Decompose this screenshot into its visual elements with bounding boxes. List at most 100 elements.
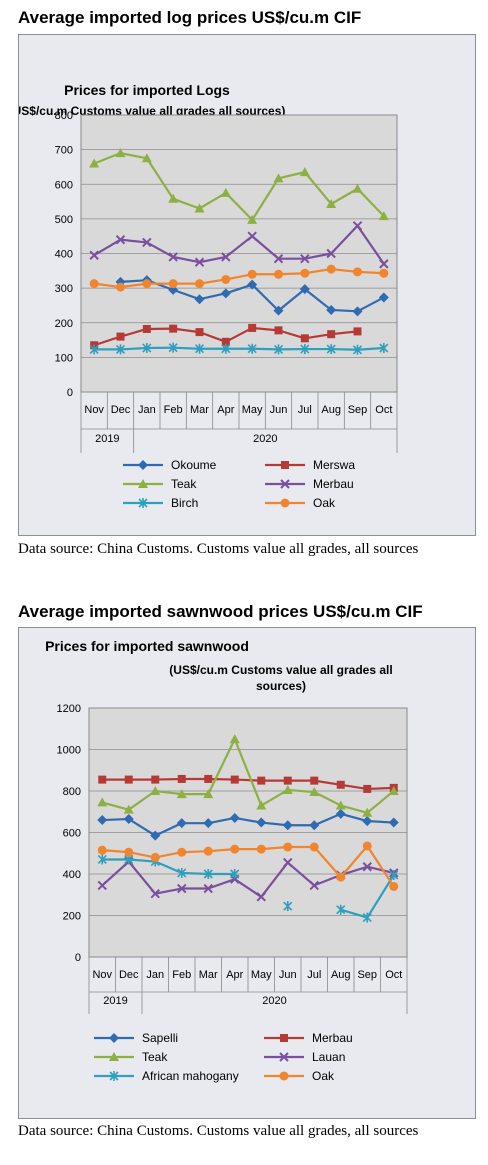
series-point-lauan: [309, 880, 319, 891]
y-tick-label: 600: [63, 828, 81, 840]
legend-marker-merbau: [280, 479, 290, 489]
series-point-teak: [309, 787, 320, 797]
x-tick-label: Apr: [226, 969, 243, 981]
series-point-oak: [203, 846, 213, 856]
series-point-oak: [195, 279, 204, 289]
legend-label-okoume: Okoume: [171, 458, 217, 472]
series-point-birch: [326, 344, 336, 355]
series-point-merbau: [283, 776, 292, 785]
y-tick-label: 1200: [57, 703, 81, 715]
series-point-merbau: [221, 252, 231, 262]
series-point-merswa: [195, 328, 204, 337]
series-point-birch: [89, 344, 99, 355]
series-point-lauan: [177, 883, 187, 894]
year-label: 2020: [262, 995, 286, 1007]
x-tick-label: Aug: [321, 404, 341, 416]
series-point-merswa: [169, 324, 178, 333]
y-tick-label: 500: [55, 214, 73, 226]
y-tick-label: 700: [55, 145, 73, 157]
series-point-merswa: [274, 326, 283, 335]
series-point-merbau: [230, 775, 239, 784]
series-point-oak: [221, 274, 231, 284]
x-tick-label: Jul: [307, 969, 321, 981]
y-tick-label: 200: [63, 911, 81, 923]
series-line-birch: [94, 346, 384, 351]
series-point-sapelli: [282, 820, 293, 831]
series-point-merbau: [142, 237, 152, 248]
series-point-teak: [97, 797, 108, 807]
y-tick-label: 400: [55, 249, 73, 261]
legend-marker-teak: [109, 1052, 119, 1061]
series-point-oak: [89, 279, 99, 289]
series-line-sapelli: [102, 812, 394, 837]
legend-marker-african-mahogany: [109, 1071, 119, 1081]
y-tick-label: 400: [63, 869, 81, 881]
series-point-merswa: [353, 327, 362, 336]
series-point-merbau: [352, 221, 363, 231]
series-line-merbau: [93, 224, 385, 265]
legend-label-merbau: Merbau: [312, 1031, 353, 1045]
y-tick-label: 200: [55, 318, 73, 330]
series-point-merswa: [221, 337, 230, 346]
series-line-teak: [93, 151, 385, 222]
year-label: 2019: [103, 995, 127, 1007]
series-point-teak: [273, 173, 284, 183]
series-point-merswa: [248, 323, 257, 332]
series-line-african-mahogany: [102, 858, 235, 876]
series-point-birch: [247, 343, 257, 354]
series-point-merbau: [151, 775, 160, 784]
series-point-african-mahogany: [283, 901, 293, 912]
series-point-merswa: [142, 324, 151, 333]
series-point-african-mahogany: [203, 869, 213, 879]
logs-price-chart: Prices for imported Logs(US$/cu.m Custom…: [9, 82, 398, 510]
series-point-oak: [168, 279, 178, 289]
x-tick-label: Jan: [138, 404, 156, 416]
legend-marker-birch: [138, 498, 148, 508]
series-point-merbau: [204, 774, 213, 783]
series-point-oak: [300, 268, 310, 278]
series-point-oak: [274, 269, 283, 279]
series-point-sapelli: [176, 818, 187, 829]
series-point-merbau: [168, 252, 178, 262]
series-point-oak: [309, 842, 319, 852]
series-point-birch: [221, 343, 231, 354]
legend-label-african-mahogany: African mahogany: [142, 1069, 239, 1083]
series-point-oak: [97, 845, 107, 855]
series-point-lauan: [203, 883, 213, 894]
legend-marker-okoume: [138, 460, 148, 470]
series-point-teak: [352, 183, 363, 193]
series-point-teak: [247, 214, 258, 224]
series-point-merbau: [98, 775, 107, 784]
series-point-oak: [256, 844, 266, 854]
series-point-okoume: [115, 276, 126, 287]
series-point-sapelli: [150, 830, 161, 841]
legend-label-merswa: Merswa: [313, 458, 355, 472]
legend-label-oak: Oak: [312, 1069, 335, 1083]
series-point-merswa: [327, 330, 336, 339]
x-tick-label: Sep: [348, 404, 368, 416]
legend-marker-merbau: [280, 1034, 288, 1042]
series-point-sapelli: [256, 817, 267, 828]
series-point-teak: [229, 734, 240, 744]
x-tick-label: Mar: [199, 969, 218, 981]
series-point-african-mahogany: [177, 867, 187, 878]
series-line-oak: [102, 844, 395, 888]
x-tick-label: Dec: [119, 969, 139, 981]
series-point-birch: [142, 343, 152, 354]
chart-subtitle-line: sources): [256, 679, 306, 693]
series-point-oak: [247, 269, 257, 279]
series-point-merbau: [89, 250, 99, 260]
series-point-okoume: [273, 305, 284, 316]
series-point-merbau: [115, 234, 126, 245]
series-point-merbau: [124, 775, 133, 784]
series-point-birch: [300, 344, 310, 355]
series-point-merbau: [194, 257, 205, 267]
series-point-merbau: [257, 776, 266, 785]
series-point-african-mahogany: [97, 854, 107, 865]
series-point-oak: [230, 844, 240, 854]
x-tick-label: Nov: [84, 404, 104, 416]
series-point-teak: [168, 193, 179, 203]
series-point-oak: [336, 872, 346, 882]
series-point-merbau: [326, 248, 336, 259]
x-tick-label: Mar: [190, 404, 209, 416]
